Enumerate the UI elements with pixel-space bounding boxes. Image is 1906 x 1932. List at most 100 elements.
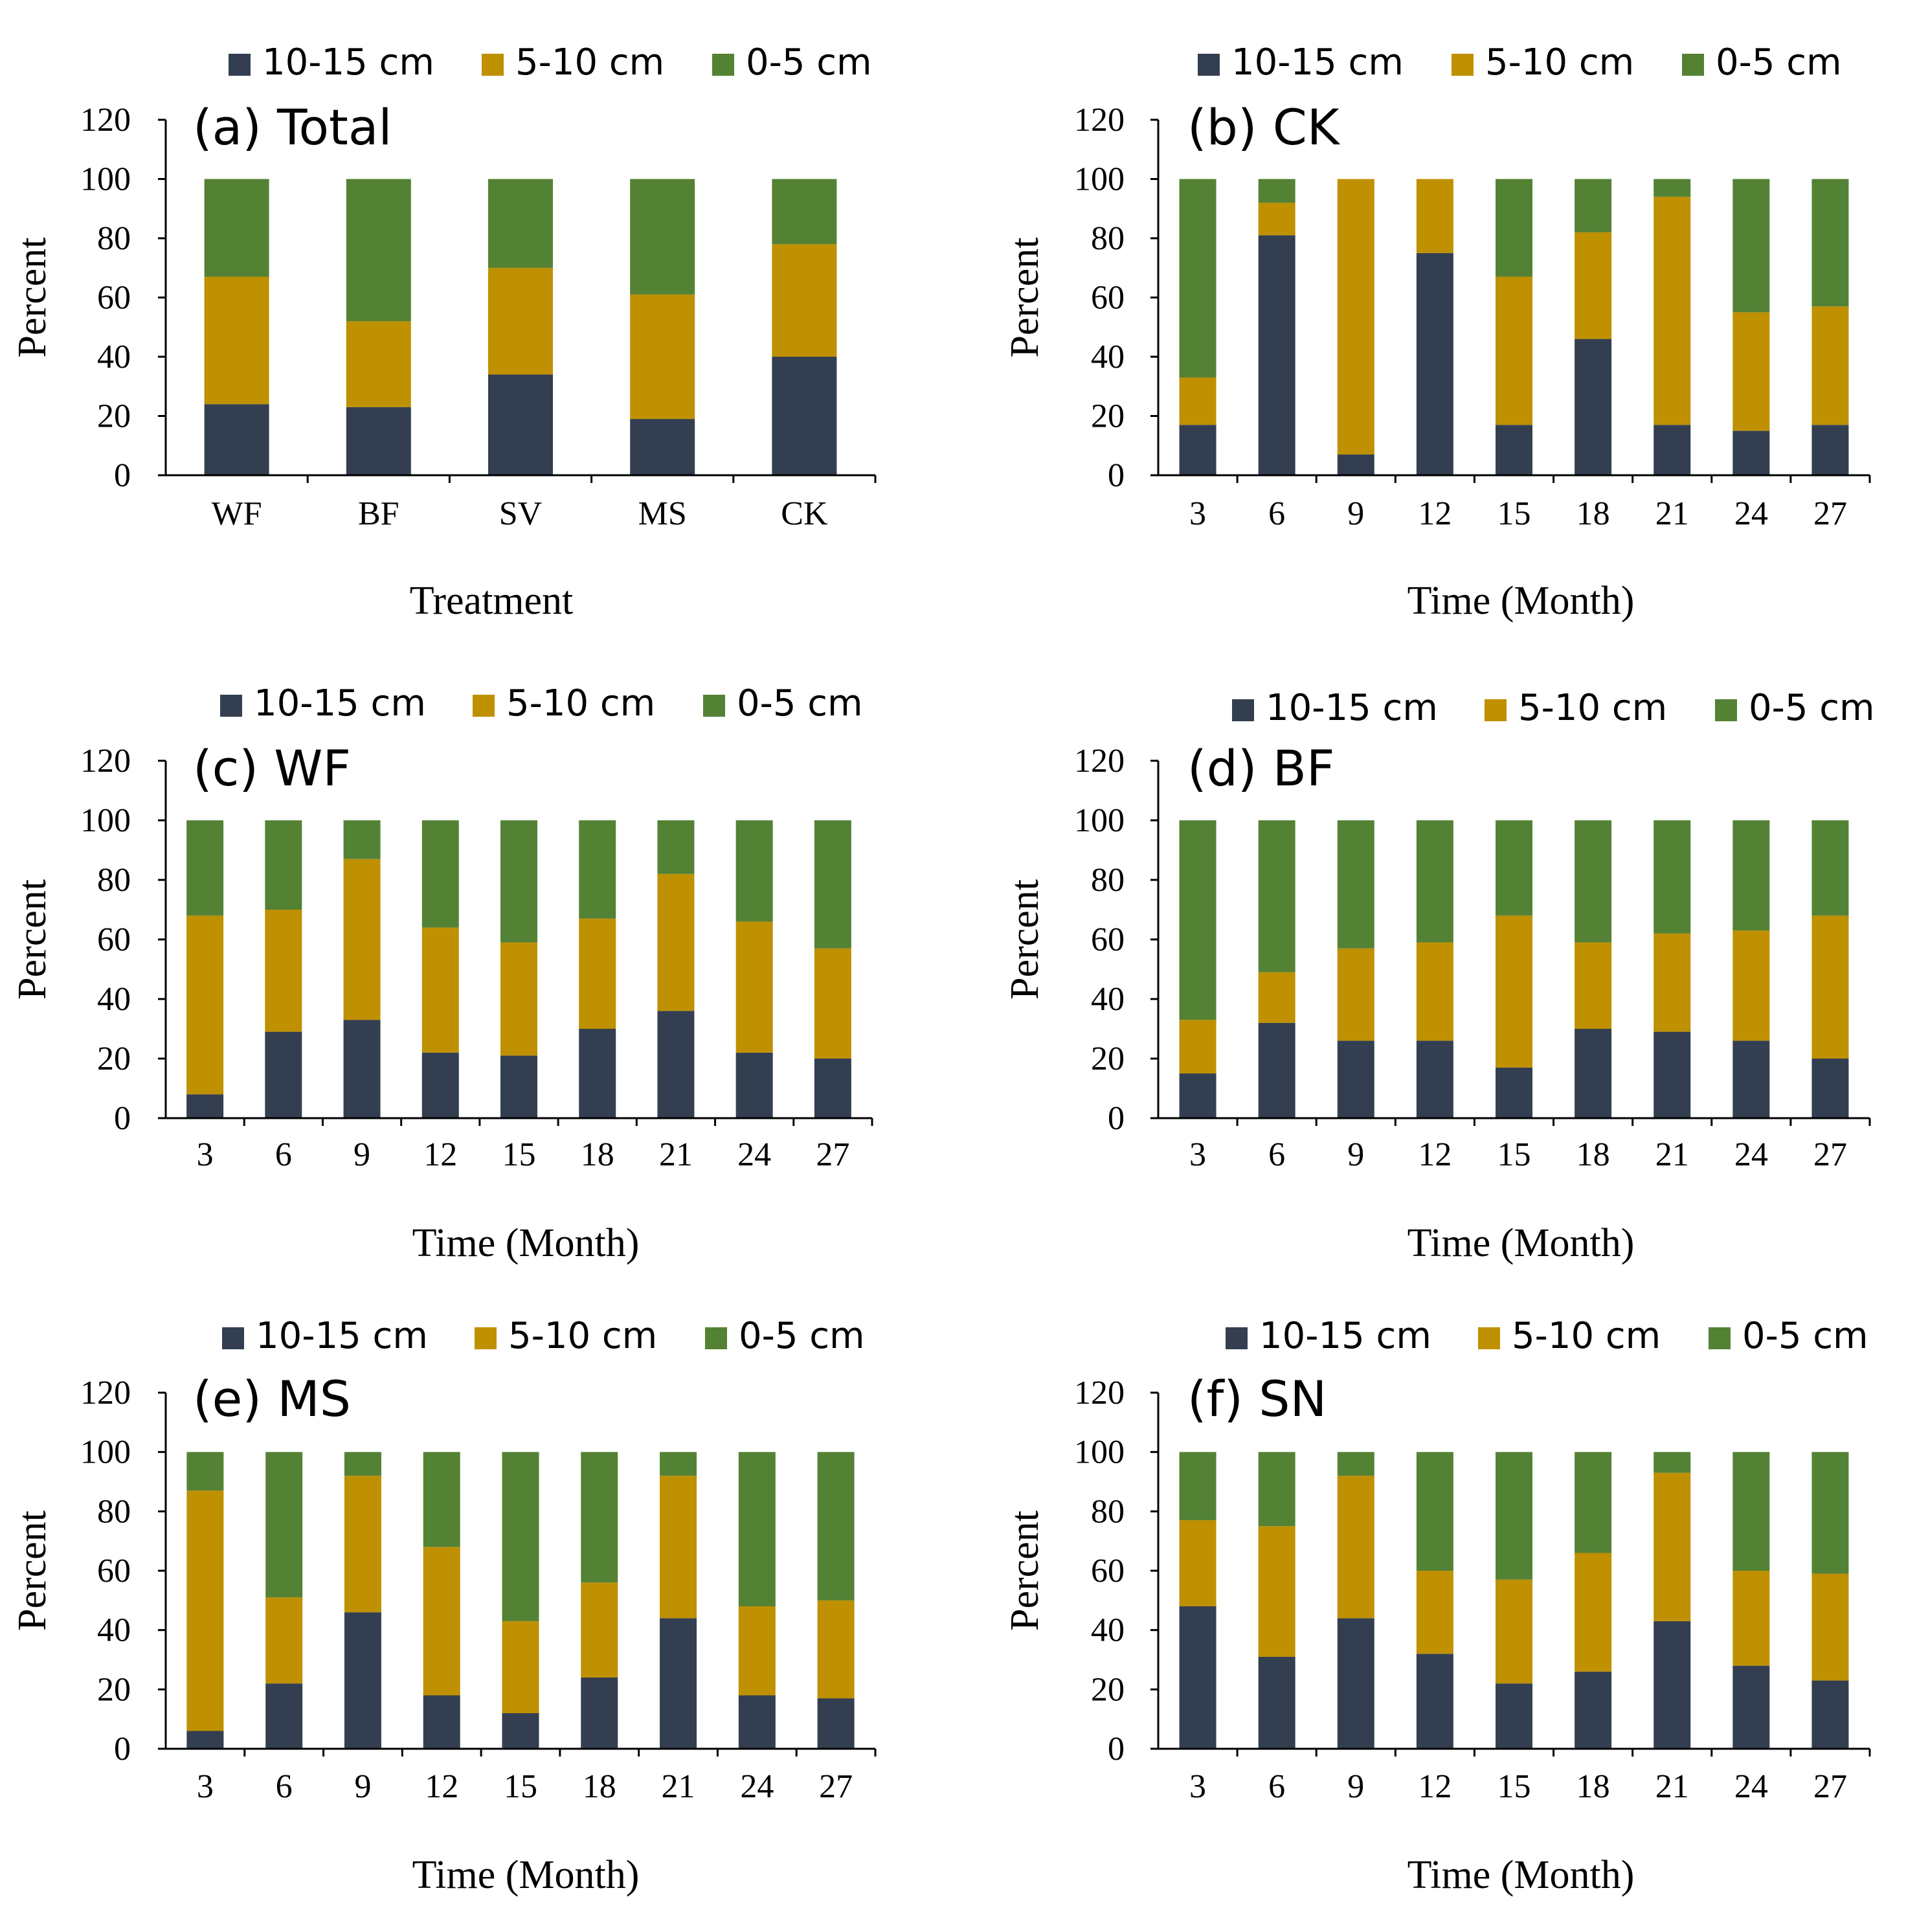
bar-b-3-0 <box>1179 425 1216 475</box>
bar-a-MS-1 <box>630 294 695 420</box>
legend-label-b-1: 5-10 cm <box>1485 41 1634 84</box>
bar-d-12-2 <box>1416 820 1453 943</box>
bar-d-9-2 <box>1337 820 1374 949</box>
bar-d-21-2 <box>1654 820 1691 934</box>
x-tick-label-b-8: 27 <box>1813 495 1847 532</box>
bar-f-24-2 <box>1732 1452 1770 1571</box>
bar-b-6-2 <box>1258 179 1295 203</box>
bar-a-CK-1 <box>772 244 837 357</box>
y-tick-label-c-0: 0 <box>114 1100 131 1137</box>
legend-swatch-e-1 <box>475 1327 497 1349</box>
bar-e-18-0 <box>581 1678 618 1749</box>
legend-label-d-0: 10-15 cm <box>1266 687 1438 729</box>
bar-b-9-0 <box>1337 454 1374 475</box>
y-tick-label-a-2: 40 <box>97 339 131 376</box>
y-axis-title-f: Percent <box>1003 1511 1047 1631</box>
legend-swatch-f-0 <box>1226 1327 1248 1349</box>
bar-e-9-1 <box>344 1476 381 1613</box>
bar-e-15-1 <box>502 1621 539 1713</box>
panel-title-a: (a) Total <box>193 98 392 156</box>
panel-b: 10-15 cm 5-10 cm 0-5 cm 3 6 9 12 15 18 21 24 27 0 20 4… <box>1003 41 1871 623</box>
y-tick-label-f-1: 20 <box>1091 1671 1125 1708</box>
legend-label-f-1: 5-10 cm <box>1512 1315 1661 1357</box>
legend-label-a-1: 5-10 cm <box>515 41 664 84</box>
y-tick-label-c-5: 100 <box>80 802 131 839</box>
x-tick-label-f-8: 27 <box>1813 1768 1847 1805</box>
y-tick-label-b-6: 120 <box>1074 102 1125 139</box>
y-tick-label-c-6: 120 <box>80 743 131 780</box>
legend-swatch-b-1 <box>1452 54 1474 76</box>
legend-label-a-0: 10-15 cm <box>262 41 434 84</box>
y-tick-label-e-1: 20 <box>97 1671 131 1708</box>
x-tick-label-e-0: 3 <box>197 1768 214 1805</box>
legend-label-f-2: 0-5 cm <box>1742 1315 1868 1357</box>
x-tick-label-d-1: 6 <box>1268 1136 1285 1173</box>
bar-f-18-0 <box>1575 1671 1612 1749</box>
bar-d-6-2 <box>1258 820 1295 972</box>
legend-swatch-c-1 <box>473 695 495 717</box>
bar-e-12-0 <box>423 1695 460 1749</box>
y-tick-label-f-3: 60 <box>1091 1553 1125 1589</box>
bar-d-6-1 <box>1258 972 1295 1023</box>
bar-d-24-1 <box>1732 930 1770 1041</box>
bar-d-21-1 <box>1654 933 1691 1032</box>
legend-swatch-a-1 <box>482 54 504 76</box>
bar-c-15-0 <box>500 1055 537 1118</box>
x-tick-label-f-7: 24 <box>1734 1768 1768 1805</box>
bar-b-6-0 <box>1258 235 1295 475</box>
x-tick-label-f-2: 9 <box>1347 1768 1364 1805</box>
y-tick-label-d-6: 120 <box>1074 743 1125 780</box>
bar-d-27-2 <box>1811 820 1849 916</box>
bar-e-27-1 <box>817 1600 855 1699</box>
bar-f-18-2 <box>1575 1452 1612 1553</box>
panel-d: 10-15 cm 5-10 cm 0-5 cm 3 6 9 12 15 18 21 24 27 0 20 4… <box>1003 687 1875 1265</box>
bar-e-3-2 <box>186 1452 224 1491</box>
bar-e-21-2 <box>660 1452 697 1476</box>
panel-title-c: (c) WF <box>193 739 351 797</box>
y-tick-label-b-5: 100 <box>1074 161 1125 198</box>
bar-d-6-0 <box>1258 1022 1295 1118</box>
x-tick-label-f-0: 3 <box>1189 1768 1206 1805</box>
bar-d-27-0 <box>1811 1059 1849 1118</box>
bar-c-3-0 <box>186 1094 224 1118</box>
x-tick-label-b-5: 18 <box>1576 495 1610 532</box>
x-tick-label-f-1: 6 <box>1268 1768 1285 1805</box>
bar-d-3-0 <box>1179 1073 1216 1118</box>
x-tick-label-c-1: 6 <box>275 1136 292 1173</box>
x-tick-label-c-5: 18 <box>581 1136 614 1173</box>
y-tick-label-f-4: 80 <box>1091 1493 1125 1530</box>
bar-b-18-0 <box>1575 339 1612 475</box>
bar-a-CK-0 <box>772 357 837 475</box>
bar-c-3-1 <box>186 915 224 1095</box>
x-tick-label-c-0: 3 <box>197 1136 214 1173</box>
bar-f-24-1 <box>1732 1571 1770 1666</box>
y-tick-label-f-5: 100 <box>1074 1434 1125 1471</box>
bar-b-15-1 <box>1496 276 1532 425</box>
legend-label-b-2: 0-5 cm <box>1716 41 1842 84</box>
legend-swatch-d-0 <box>1232 699 1254 721</box>
bar-c-18-2 <box>579 820 616 919</box>
x-tick-label-c-6: 21 <box>659 1136 693 1173</box>
bar-f-15-0 <box>1496 1683 1532 1749</box>
bar-e-21-0 <box>660 1618 697 1749</box>
bar-e-27-2 <box>817 1452 855 1601</box>
bar-c-21-0 <box>657 1011 695 1118</box>
x-tick-label-a-0: WF <box>212 495 262 532</box>
panel-title-f: (f) SN <box>1187 1370 1327 1428</box>
legend-label-e-0: 10-15 cm <box>256 1315 428 1357</box>
x-tick-label-a-1: BF <box>358 495 399 532</box>
x-axis-title-e: Time (Month) <box>412 1853 640 1897</box>
y-tick-label-b-4: 80 <box>1091 220 1125 257</box>
legend-swatch-c-2 <box>703 695 725 717</box>
y-tick-label-a-4: 80 <box>97 220 131 257</box>
bar-c-6-1 <box>265 910 302 1032</box>
bar-e-3-1 <box>186 1490 224 1731</box>
x-axis-title-a: Treatment <box>410 579 574 623</box>
x-tick-label-e-1: 6 <box>276 1768 293 1805</box>
legend-label-c-2: 0-5 cm <box>737 682 863 724</box>
bar-c-24-2 <box>735 820 773 922</box>
x-tick-label-a-2: SV <box>499 495 542 532</box>
x-tick-label-d-5: 18 <box>1576 1136 1610 1173</box>
y-tick-label-d-0: 0 <box>1108 1100 1125 1137</box>
